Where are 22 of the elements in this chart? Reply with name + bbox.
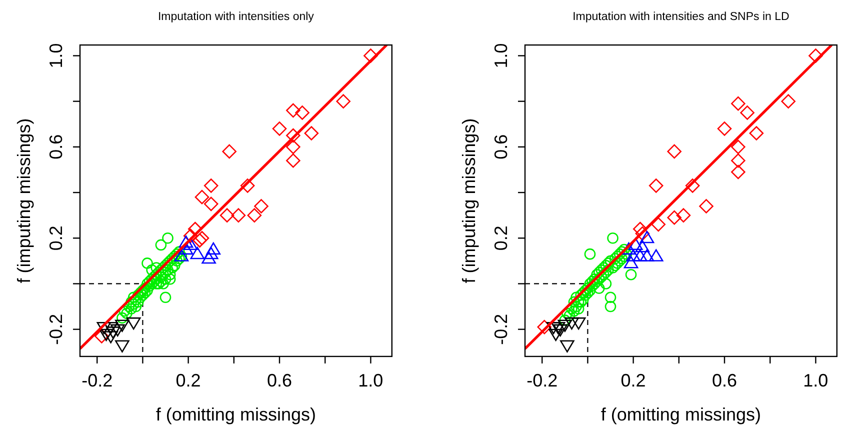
y-axis-title: f (imputing missings) (14, 118, 34, 284)
y-tick-label: -0.2 (491, 314, 511, 345)
x-axis-title: f (omitting missings) (600, 404, 761, 424)
chart-title: Imputation with intensities and SNPs in LD (572, 11, 790, 23)
x-tick-label: 0.2 (176, 370, 201, 390)
y-tick-label: 1.0 (46, 43, 66, 68)
x-tick-label: -0.2 (82, 370, 113, 390)
y-axis-title: f (imputing missings) (459, 118, 479, 284)
x-tick-label: 0.2 (620, 370, 646, 390)
y-tick-label: 0.6 (491, 134, 511, 160)
x-tick-label: 0.6 (712, 370, 738, 390)
x-tick-label: 1.0 (803, 370, 828, 390)
x-tick-label: 0.6 (266, 370, 292, 390)
chart-title: Imputation with intensities only (158, 11, 314, 23)
y-tick-label: -0.2 (46, 314, 66, 345)
x-tick-label: -0.2 (526, 370, 558, 390)
y-tick-label: 0.2 (491, 226, 511, 251)
x-tick-label: 1.0 (358, 370, 384, 390)
y-tick-label: 0.6 (46, 134, 66, 160)
x-axis-title: f (omitting missings) (156, 404, 316, 424)
y-tick-label: 1.0 (491, 43, 511, 68)
y-tick-label: 0.2 (46, 226, 66, 251)
